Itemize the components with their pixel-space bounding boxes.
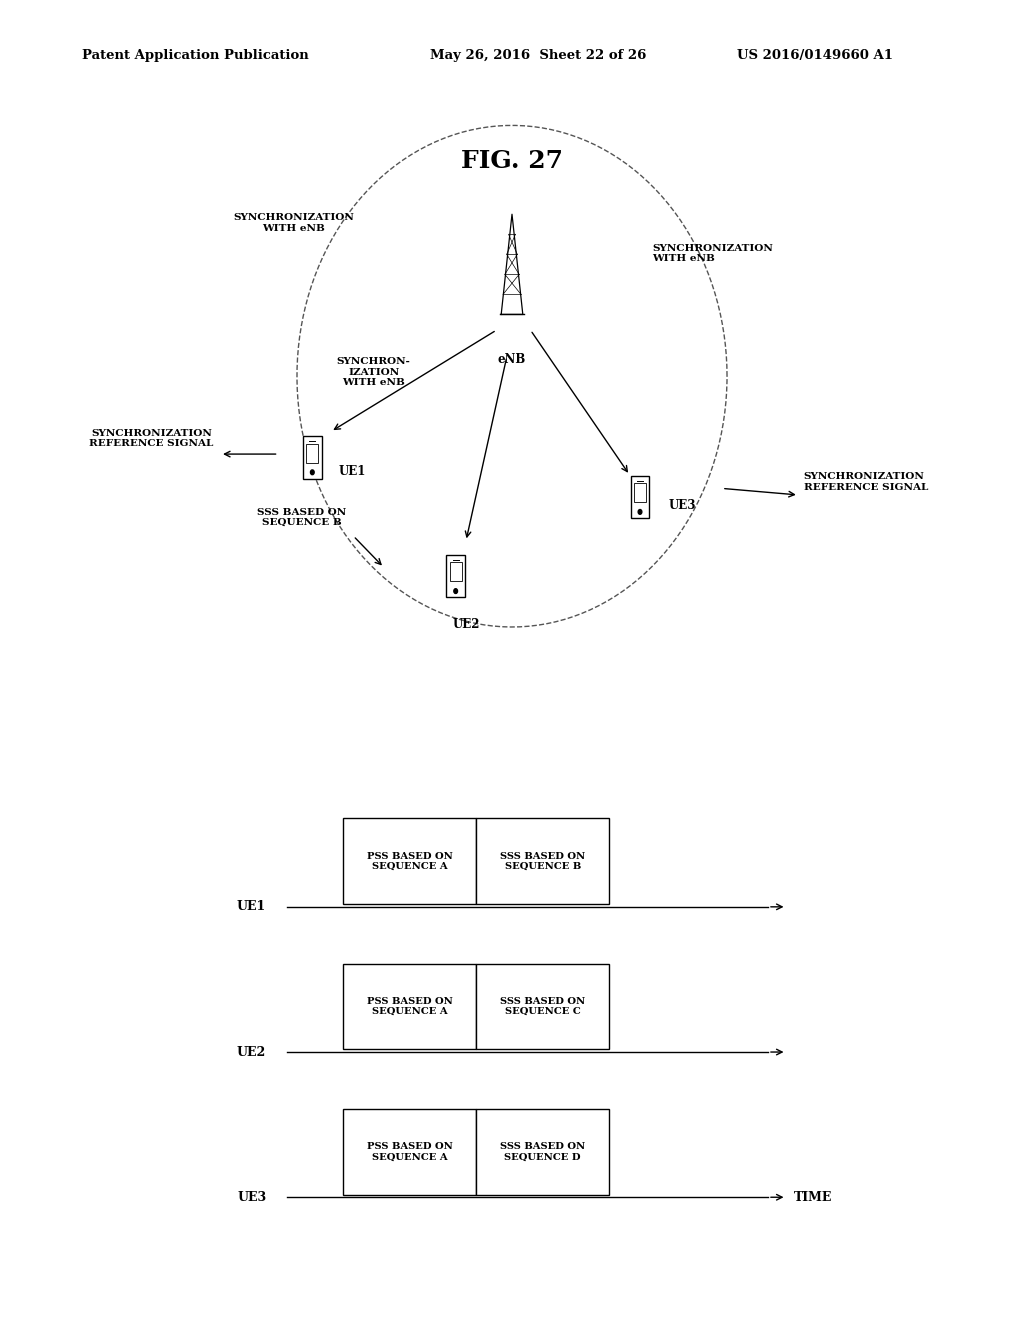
Text: SYNCHRON-
IZATION
WITH eNB: SYNCHRON- IZATION WITH eNB: [337, 358, 411, 387]
Text: FIG. 27: FIG. 27: [461, 149, 563, 173]
Text: SSS BASED ON
SEQUENCE B: SSS BASED ON SEQUENCE B: [257, 508, 347, 527]
Bar: [343, 818, 476, 904]
Text: UE3: UE3: [669, 499, 696, 512]
Text: PSS BASED ON
SEQUENCE A: PSS BASED ON SEQUENCE A: [367, 997, 453, 1016]
Bar: [476, 964, 609, 1049]
Bar: [343, 964, 476, 1049]
Text: UE1: UE1: [237, 900, 266, 913]
Bar: [634, 483, 646, 502]
Text: SSS BASED ON
SEQUENCE B: SSS BASED ON SEQUENCE B: [500, 851, 586, 871]
Text: SYNCHRONIZATION
REFERENCE SIGNAL: SYNCHRONIZATION REFERENCE SIGNAL: [804, 473, 928, 491]
Text: PSS BASED ON
SEQUENCE A: PSS BASED ON SEQUENCE A: [367, 1142, 453, 1162]
Text: Patent Application Publication: Patent Application Publication: [82, 49, 308, 62]
Bar: [303, 437, 322, 479]
Circle shape: [638, 510, 642, 515]
Text: UE1: UE1: [339, 465, 367, 478]
Bar: [476, 818, 609, 904]
Circle shape: [310, 470, 314, 475]
Bar: [476, 1109, 609, 1195]
Bar: [446, 556, 465, 598]
Text: TIME: TIME: [794, 1191, 831, 1204]
Text: UE2: UE2: [237, 1045, 266, 1059]
Text: UE3: UE3: [238, 1191, 266, 1204]
Bar: [450, 562, 462, 581]
Bar: [631, 477, 649, 519]
Text: SYNCHRONIZATION
WITH eNB: SYNCHRONIZATION WITH eNB: [652, 244, 773, 263]
Text: eNB: eNB: [498, 352, 526, 366]
Circle shape: [454, 589, 458, 594]
Text: SSS BASED ON
SEQUENCE D: SSS BASED ON SEQUENCE D: [500, 1142, 586, 1162]
Text: May 26, 2016  Sheet 22 of 26: May 26, 2016 Sheet 22 of 26: [430, 49, 646, 62]
Text: UE2: UE2: [453, 618, 479, 631]
Text: PSS BASED ON
SEQUENCE A: PSS BASED ON SEQUENCE A: [367, 851, 453, 871]
Text: US 2016/0149660 A1: US 2016/0149660 A1: [737, 49, 893, 62]
Bar: [343, 1109, 476, 1195]
Text: SSS BASED ON
SEQUENCE C: SSS BASED ON SEQUENCE C: [500, 997, 586, 1016]
Text: SYNCHRONIZATION
REFERENCE SIGNAL: SYNCHRONIZATION REFERENCE SIGNAL: [89, 429, 214, 447]
Bar: [306, 444, 318, 462]
Text: SYNCHRONIZATION
WITH eNB: SYNCHRONIZATION WITH eNB: [233, 214, 354, 232]
